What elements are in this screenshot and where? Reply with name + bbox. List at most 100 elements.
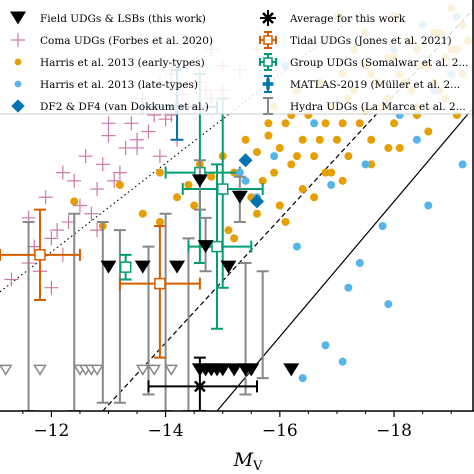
circle-marker (298, 135, 307, 144)
circle-marker (173, 193, 182, 202)
triangle-down-marker (197, 363, 214, 377)
plus-marker (130, 132, 145, 147)
triangle-down-marker (226, 363, 243, 377)
legend-plus-marker (11, 33, 25, 47)
legend-item: Group UDGs (Somalwar et al. 2... (259, 53, 468, 71)
circle-marker (252, 148, 261, 157)
triangle-down-marker (243, 363, 260, 377)
square-marker (154, 277, 166, 290)
series-0 (100, 159, 300, 377)
hydra-errorbar (22, 220, 35, 411)
circle-marker (321, 168, 330, 177)
hydra-errorbar (142, 245, 155, 396)
square-marker (216, 183, 229, 195)
legend-item: Field UDGs & LSBs (this work) (10, 11, 206, 25)
plus-marker (55, 165, 70, 180)
x-axis-title-main: M (233, 449, 254, 471)
legend-label: Group UDGs (Somalwar et al. 2... (290, 57, 468, 69)
legend-label: DF2 & DF4 (van Dokkum et al.) (40, 101, 209, 113)
hydra-errorbar (159, 212, 172, 411)
circle-marker (230, 234, 239, 243)
legend-diamond-marker (11, 99, 25, 113)
circle-marker (207, 172, 216, 181)
circle-marker (155, 217, 164, 226)
circle-marker (241, 176, 250, 185)
circle-marker (390, 119, 399, 128)
plus-marker (107, 173, 122, 188)
plus-marker (112, 165, 127, 180)
triangle-down-marker (283, 363, 300, 377)
triangle-down-open-marker (33, 364, 47, 376)
circle-marker (344, 152, 353, 161)
plus-marker (101, 128, 116, 143)
circle-marker (270, 168, 279, 177)
circle-marker (241, 135, 250, 144)
triangle-down-marker (220, 260, 237, 274)
hydra-errorbar (96, 220, 109, 404)
circle-marker (321, 341, 330, 350)
circle-marker (292, 152, 301, 161)
series-1 (0, 364, 179, 376)
triangle-down-open-marker (147, 364, 162, 376)
circle-marker (310, 119, 319, 128)
circle-marker (344, 283, 353, 292)
legend-circle-marker (14, 58, 22, 66)
circle-marker (424, 127, 433, 136)
legend-item: MATLAS-2019 (Müller et al. 2... (262, 75, 460, 93)
diamond-marker (249, 194, 264, 209)
triangle-down-open-marker (135, 364, 150, 376)
circle-marker (332, 135, 341, 144)
legend-box (0, 0, 474, 115)
circle-marker (275, 201, 284, 210)
errorbar (147, 356, 258, 411)
legend-label: Average for this work (289, 13, 406, 25)
legend-item: Coma UDGs (Forbes et al. 2020) (11, 33, 213, 47)
circle-marker (264, 119, 273, 128)
circle-marker (367, 135, 376, 144)
circle-marker (270, 152, 279, 161)
x-tick-label: −12 (33, 421, 69, 441)
series-10 (147, 356, 258, 411)
plus-marker (44, 280, 59, 295)
circle-marker (190, 201, 199, 210)
triangle-down-marker (100, 260, 117, 274)
legend-square-marker (263, 35, 273, 45)
circle-marker (115, 180, 124, 189)
legend-item: Tidal UDGs (Jones et al. 2021) (259, 31, 452, 49)
circle-marker (275, 143, 284, 152)
circle-marker (281, 217, 290, 226)
circle-marker (252, 209, 261, 218)
circle-marker (315, 135, 324, 144)
plus-marker (141, 124, 156, 139)
plus-marker (152, 149, 167, 164)
series-9 (22, 212, 269, 411)
hydra-errorbar (256, 270, 269, 380)
circle-marker (321, 119, 330, 128)
circle-marker (327, 168, 336, 177)
square-marker (119, 261, 132, 273)
triangle-down-open-marker (164, 364, 179, 376)
plus-marker (4, 272, 19, 287)
legend: Field UDGs & LSBs (this work) Coma UDGs (… (0, 0, 474, 115)
diamond-marker (238, 153, 253, 168)
series-5 (238, 153, 264, 209)
x-axis-title: MV (233, 449, 263, 474)
plus-marker (118, 140, 133, 155)
legend-item: Average for this work (260, 10, 406, 26)
circle-marker (224, 226, 233, 235)
circle-marker (258, 176, 267, 185)
circle-marker (184, 180, 193, 189)
circle-marker (70, 197, 79, 206)
circle-marker (292, 242, 301, 251)
circle-marker (287, 160, 296, 169)
triangle-down-open-marker (0, 364, 13, 376)
axes: −12 −14 −16 −18 (0, 0, 474, 441)
plus-marker (50, 223, 65, 238)
circle-marker (458, 160, 467, 169)
circle-marker (384, 300, 393, 309)
plus-marker (84, 206, 99, 221)
plus-marker (101, 116, 116, 131)
circle-marker (298, 185, 307, 194)
plus-marker (44, 231, 59, 246)
